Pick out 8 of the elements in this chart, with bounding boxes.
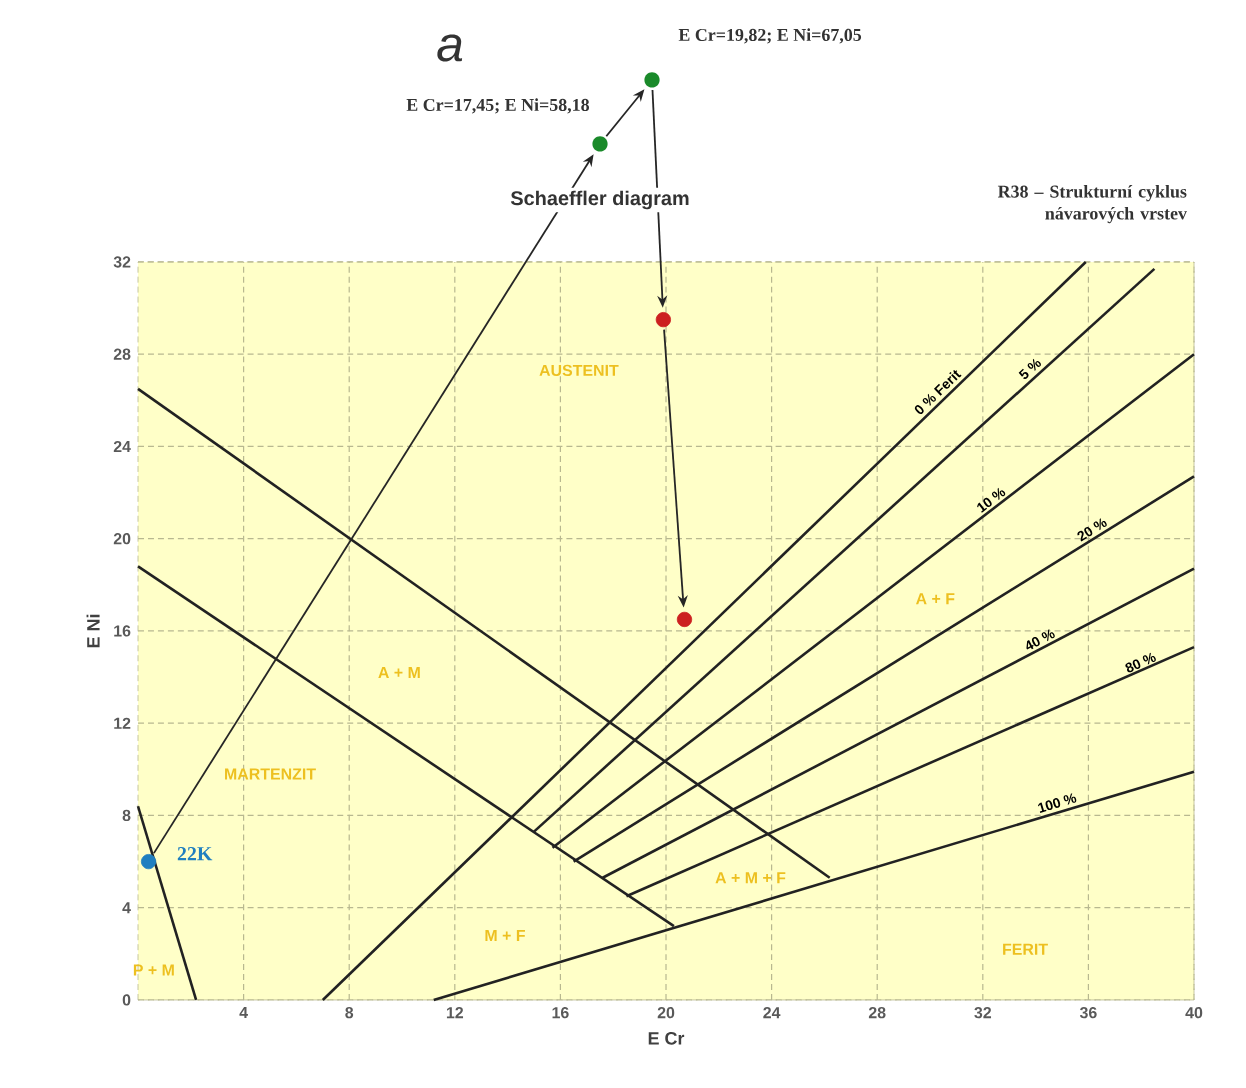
text: a [437,34,463,62]
y-axis-title: E Ni [86,614,100,648]
text: E Cr=17,45; E Ni=58,18 [406,98,590,114]
chart-title: Schaeffler diagram [510,190,689,210]
text: E Cr=19,82; E Ni=67,05 [678,28,862,44]
chart-subtitle: R38 – Strukturní cyklus návarových vrstev [997,185,1187,224]
x-axis-title: E Cr [648,1031,685,1045]
series-label: 22K [177,847,213,861]
